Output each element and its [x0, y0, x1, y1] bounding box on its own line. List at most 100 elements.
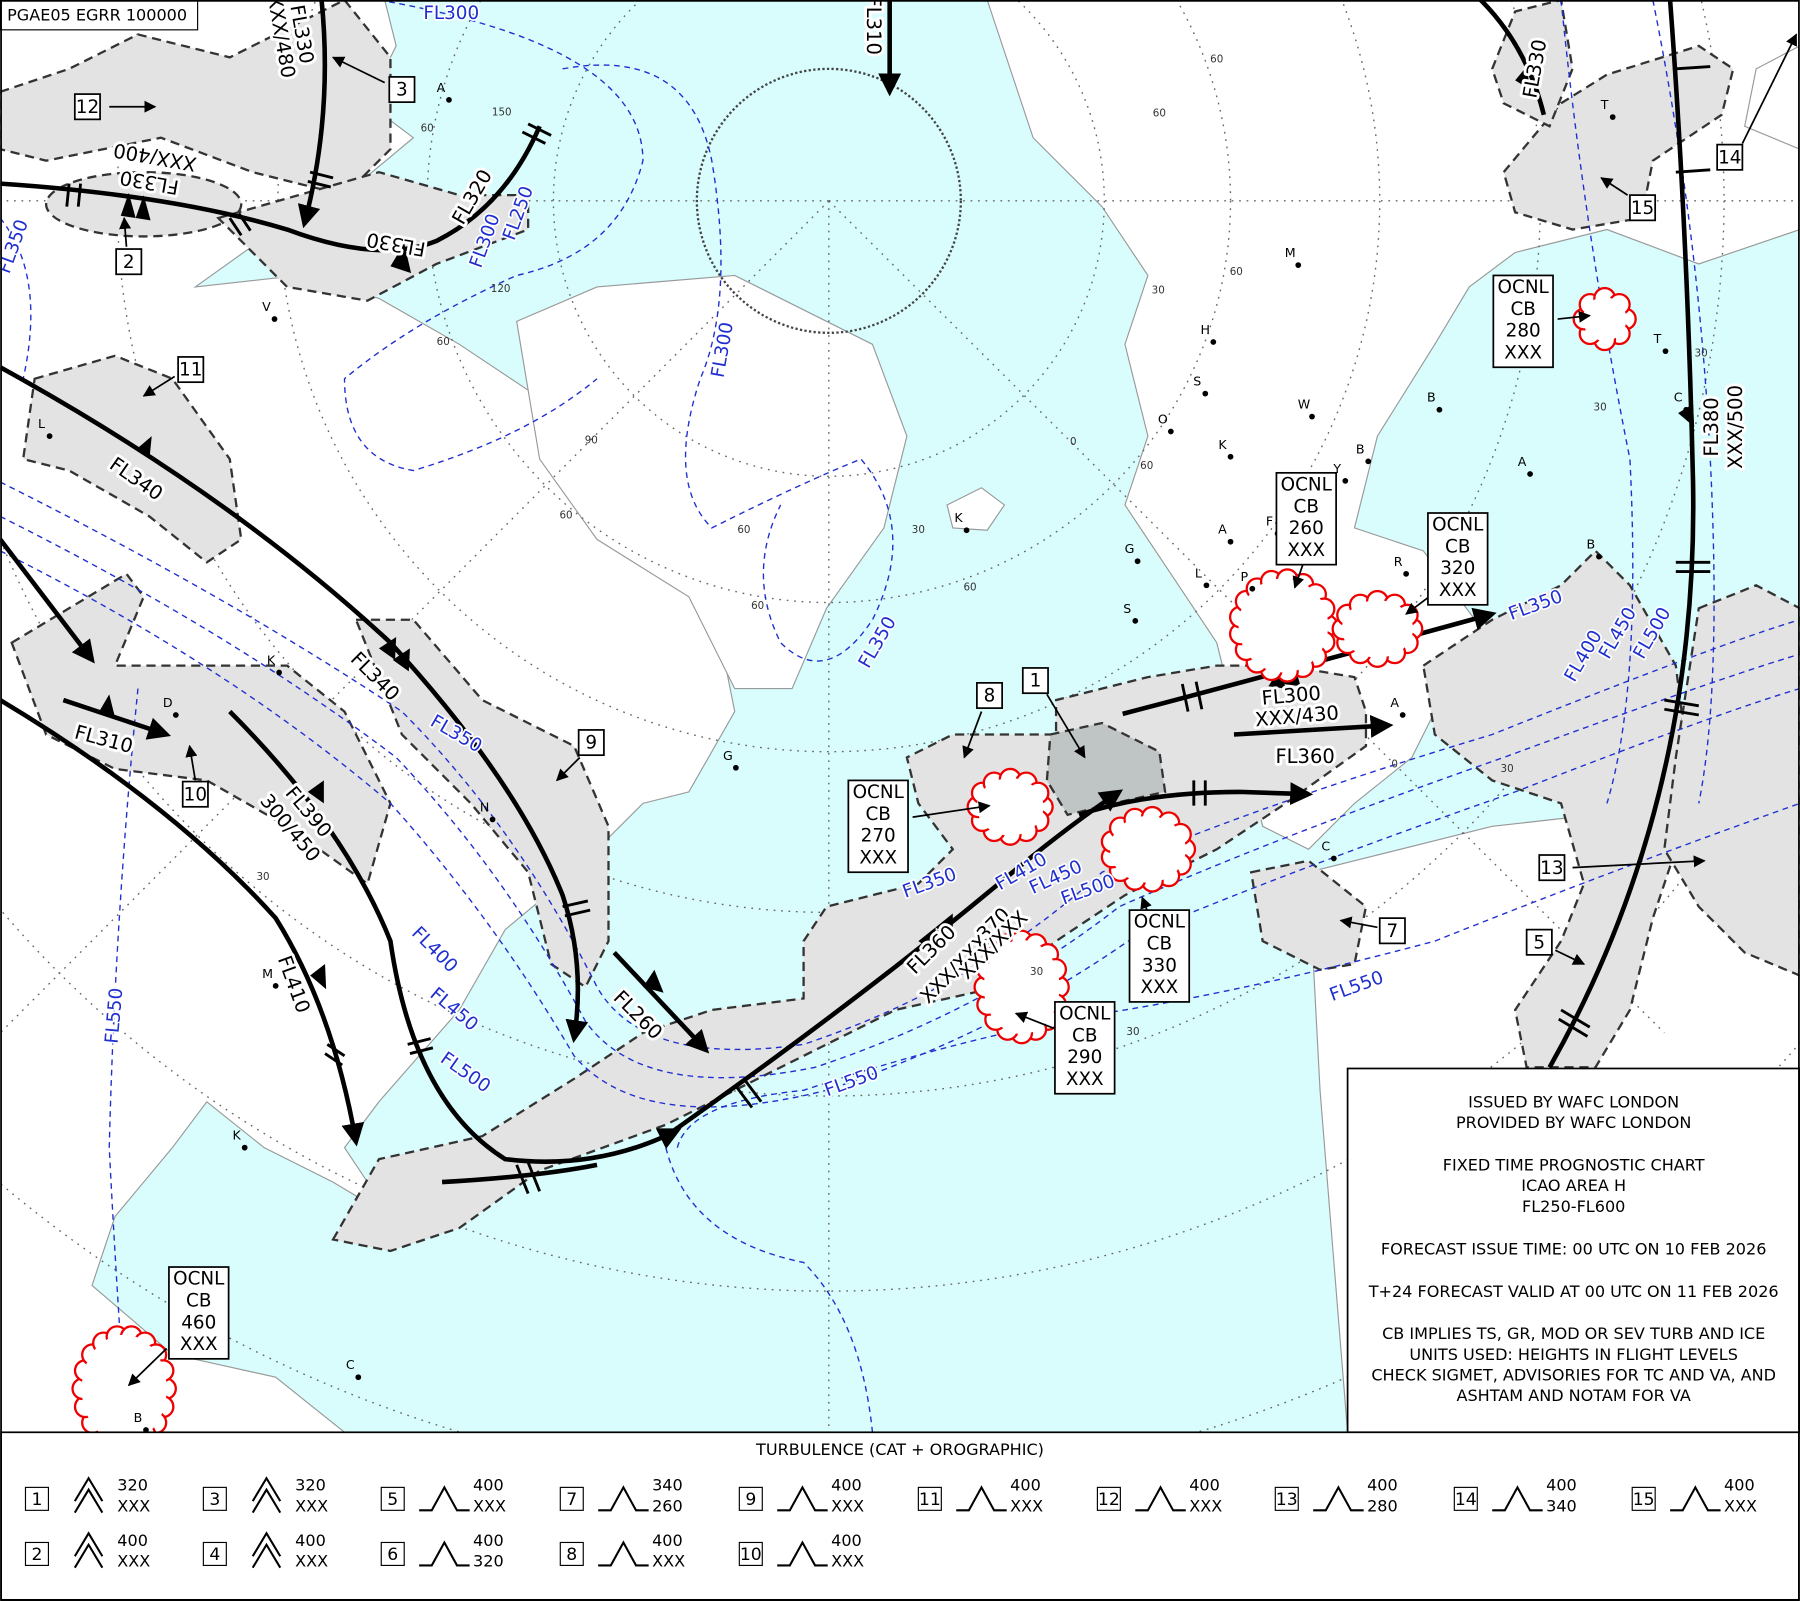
station-label: T — [1653, 331, 1662, 346]
cb-text: 270 — [861, 826, 896, 847]
cb-box — [847, 779, 909, 874]
station-dot — [1210, 339, 1217, 345]
legend-base: XXX — [117, 1496, 150, 1515]
legend-number-box — [24, 1541, 50, 1566]
jet-label: XXX/500 — [1724, 385, 1747, 469]
legend-number: 7 — [566, 1490, 577, 1510]
legend-base: 260 — [652, 1496, 683, 1515]
legend-base: XXX — [117, 1551, 150, 1570]
turbulence-symbol — [956, 1485, 1007, 1512]
legend-number: 14 — [1455, 1490, 1477, 1510]
grid-label: 30 — [1030, 966, 1043, 978]
station-label: C — [1321, 838, 1330, 853]
info-line: FIXED TIME PROGNOSTIC CHART — [1443, 1156, 1705, 1175]
station-dot — [1342, 478, 1349, 484]
station-dot — [1203, 582, 1210, 589]
jet-label: FL310 — [862, 0, 885, 55]
station-label: F — [1266, 514, 1273, 529]
legend-base: XXX — [295, 1551, 328, 1570]
area-number-box — [181, 780, 209, 808]
cb-text: XXX — [1287, 540, 1325, 561]
area-number: 8 — [984, 686, 996, 707]
area-number: 9 — [585, 733, 597, 754]
cb-text: XXX — [1066, 1069, 1104, 1090]
station-label: L — [38, 416, 45, 431]
turbulence-symbol — [419, 1540, 470, 1567]
jet-label: FL360 — [1275, 745, 1334, 768]
area-number-box — [1629, 194, 1657, 222]
station-label: O — [1158, 412, 1168, 427]
station-dot — [172, 712, 179, 718]
grid-label: 30 — [256, 871, 269, 883]
station-label: H — [1201, 322, 1210, 337]
grid-label: 150 — [492, 106, 512, 118]
legend-number-box — [380, 1541, 405, 1566]
legend-number-box — [1096, 1486, 1121, 1511]
area-number-box — [177, 356, 205, 384]
info-line: ISSUED BY WAFC LONDON — [1468, 1092, 1679, 1111]
legend-top: 400 — [295, 1531, 326, 1550]
station-label: A — [1218, 522, 1227, 537]
grid-label: 0 — [1070, 436, 1077, 448]
cb-text: OCNL — [1281, 474, 1333, 495]
legend-base: XXX — [652, 1551, 685, 1570]
station-dot — [1596, 553, 1602, 560]
legend-title: TURBULENCE (CAT + OROGRAPHIC) — [755, 1440, 1044, 1459]
cb-text: CB — [186, 1290, 211, 1311]
cb-text: OCNL — [1432, 515, 1484, 536]
legend-number: 10 — [740, 1545, 762, 1565]
info-line: FORECAST ISSUE TIME: 00 UTC ON 10 FEB 20… — [1381, 1239, 1767, 1258]
station-label: K — [954, 510, 963, 525]
cb-text: 460 — [181, 1312, 216, 1333]
grid-label: 30 — [912, 524, 925, 536]
station-label: S — [1123, 601, 1131, 616]
cb-text: 330 — [1142, 955, 1177, 976]
legend-base: XXX — [831, 1496, 864, 1515]
legend-number-box — [917, 1486, 942, 1511]
contour-label: FL550 — [102, 987, 128, 1044]
area-number-box — [976, 682, 1004, 709]
grid-label: 30 — [1594, 401, 1607, 413]
station-label: W — [1298, 397, 1311, 412]
legend-number: 2 — [31, 1545, 42, 1565]
cb-box — [1275, 471, 1337, 566]
info-line: CB IMPLIES TS, GR, MOD OR SEV TURB AND I… — [1382, 1324, 1765, 1343]
grid-label: 60 — [1140, 460, 1153, 472]
legend-number: 9 — [745, 1490, 756, 1510]
legend-number-box — [1631, 1486, 1656, 1511]
legend-number: 4 — [209, 1545, 220, 1565]
legend-number: 5 — [387, 1490, 398, 1510]
station-dot — [1249, 585, 1256, 592]
turbulence-areas — [0, 0, 1800, 1253]
station-dot — [1330, 855, 1337, 862]
info-box — [1346, 1067, 1800, 1434]
legend-number-box — [738, 1541, 763, 1566]
station-label: M — [262, 966, 273, 981]
cb-text: 320 — [1440, 558, 1475, 579]
legend-number-box — [202, 1486, 227, 1511]
area-number-box — [1538, 854, 1566, 882]
station-dot — [1436, 406, 1443, 413]
grid-label: 60 — [1210, 54, 1223, 66]
station-dot — [1662, 348, 1669, 355]
legend: 1320XXX2400XXX3320XXX4400XXX5400XXX64003… — [24, 1476, 1757, 1570]
area-number: 2 — [123, 252, 135, 273]
station-label: A — [1390, 695, 1399, 710]
area-number-box — [577, 729, 605, 757]
info-line: FL250-FL600 — [1522, 1197, 1625, 1216]
legend-top: 400 — [473, 1531, 504, 1550]
area-number: 15 — [1631, 198, 1654, 219]
station-dot — [271, 316, 278, 322]
station-dot — [355, 1374, 362, 1381]
jet-streams — [0, 0, 1696, 1185]
grid-label: 60 — [421, 123, 434, 135]
station-dot — [1403, 570, 1409, 577]
station-dot — [1167, 428, 1174, 435]
cb-text: CB — [1445, 536, 1470, 557]
station-dot — [963, 527, 970, 534]
grid-label: 0 — [1391, 758, 1398, 770]
turbulence-symbol — [598, 1540, 649, 1567]
turbulence-symbol — [598, 1485, 649, 1512]
